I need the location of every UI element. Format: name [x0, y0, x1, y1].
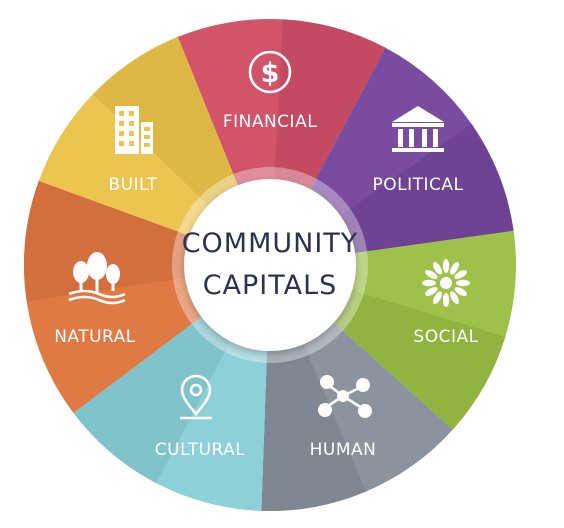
trees-icon [68, 252, 126, 305]
sun-ray [433, 262, 442, 275]
segment-label-political: POLITICAL [373, 175, 464, 195]
sun-core [440, 277, 452, 289]
center-disc [184, 179, 356, 351]
segment-label-cultural: CULTURAL [155, 440, 246, 460]
people-network-icon [318, 375, 372, 418]
sun-ray [425, 287, 438, 296]
center-title-line2: CAPITALS [203, 270, 338, 301]
segment-label-financial: FINANCIAL [223, 112, 317, 132]
sun-ray [425, 270, 438, 279]
sun-burst-icon [422, 259, 470, 307]
segment-label-human: HUMAN [310, 440, 377, 460]
segment-label-social: SOCIAL [413, 327, 478, 347]
center-title-line1: COMMUNITY [182, 228, 359, 259]
svg-text:$: $ [261, 58, 280, 89]
sun-ray [442, 293, 450, 307]
segment-label-natural: NATURAL [54, 327, 136, 347]
sun-ray [454, 270, 467, 279]
dollar-coin-icon: $ [248, 50, 292, 94]
sun-ray [454, 287, 467, 296]
government-building-icon [392, 106, 444, 152]
segment-label-built: BUILT [108, 175, 157, 195]
sun-ray [422, 279, 436, 287]
location-pin-icon [180, 374, 212, 420]
sun-ray [450, 262, 459, 275]
sun-ray [450, 291, 459, 304]
building-icon [115, 106, 153, 154]
sun-ray [456, 279, 470, 287]
sun-ray [433, 291, 442, 304]
sun-ray [442, 259, 450, 273]
